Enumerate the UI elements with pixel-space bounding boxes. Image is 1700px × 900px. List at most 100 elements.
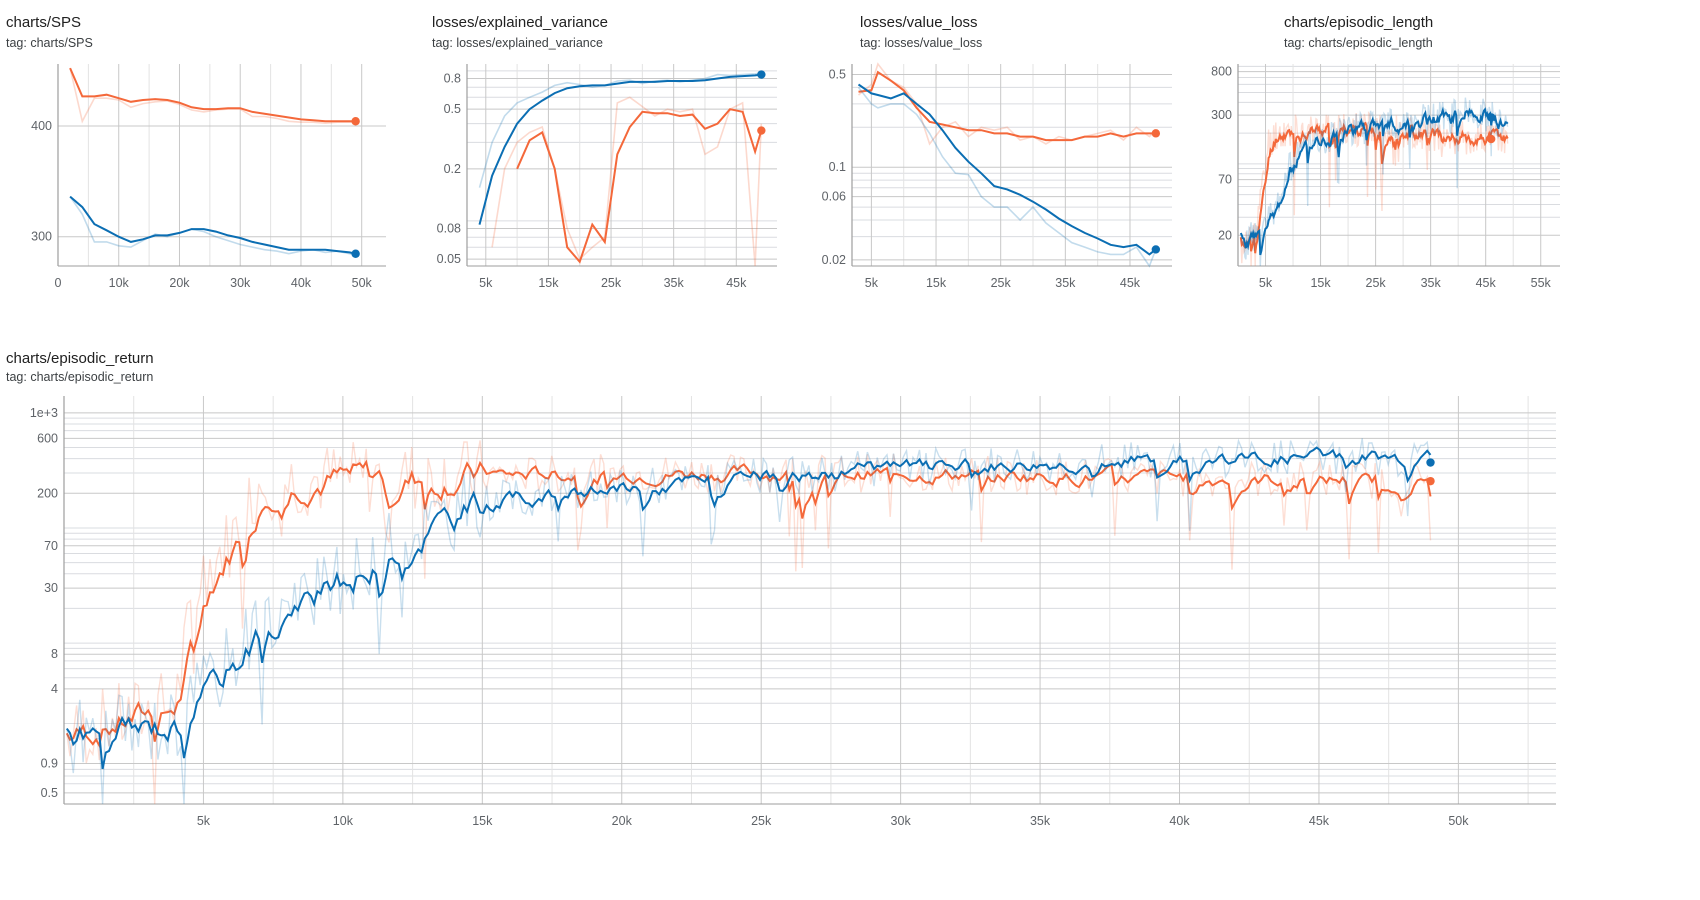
chart-title: charts/episodic_length [1284, 14, 1434, 31]
series-line [1239, 121, 1509, 254]
x-tick-label: 45k [1309, 814, 1330, 828]
chart-title: charts/SPS [6, 14, 82, 31]
chart-tag: tag: charts/SPS [6, 36, 93, 50]
series-line [478, 73, 762, 225]
y-tick-label: 0.9 [41, 756, 58, 770]
y-tick-label: 0.08 [437, 222, 461, 236]
chart-title: charts/episodic_return [6, 350, 154, 367]
y-tick-label: 0.1 [829, 160, 846, 174]
x-tick-label: 15k [472, 814, 493, 828]
y-tick-label: 70 [1218, 173, 1232, 187]
y-tick-label: 0.05 [437, 252, 461, 266]
chart-card-value-loss: losses/value_loss tag: losses/value_loss… [822, 12, 1280, 302]
series-end-point [1486, 113, 1496, 122]
y-tick-label: 0.8 [444, 72, 461, 86]
chart-tag: tag: charts/episodic_return [6, 370, 154, 384]
x-tick-label: 50k [1448, 814, 1469, 828]
series-line-raw [857, 86, 1157, 268]
x-tick-label: 50k [352, 276, 373, 290]
series-end-point [1151, 245, 1161, 254]
x-tick-label: 25k [601, 276, 622, 290]
x-tick-label: 45k [1476, 276, 1497, 290]
series-end-point [757, 126, 766, 135]
series-line-raw [857, 62, 1157, 146]
x-tick-label: 15k [538, 276, 559, 290]
y-tick-label: 4 [51, 682, 58, 696]
y-tick-label: 30 [44, 581, 58, 595]
x-tick-label: 45k [1120, 276, 1141, 290]
chart-card-episodic-length: charts/episodic_length tag: charts/episo… [1211, 12, 1694, 302]
chart-tag: tag: charts/episodic_length [1284, 36, 1433, 50]
y-tick-label: 300 [31, 230, 52, 244]
x-tick-label: 35k [1421, 276, 1442, 290]
series-line [65, 446, 1432, 770]
series-end-point [1486, 134, 1496, 144]
x-tick-label: 35k [1055, 276, 1076, 290]
x-tick-label: 15k [1310, 276, 1331, 290]
x-tick-label: 35k [664, 276, 685, 290]
chart-sps[interactable]: 300 400 0 10k 20k 30k 40k 50k [6, 60, 396, 310]
y-tick-label: 0.02 [822, 253, 846, 267]
chart-card-explained-variance: losses/explained_variance tag: losses/ex… [432, 12, 852, 302]
x-tick-label: 45k [726, 276, 747, 290]
chart-card-sps: charts/SPS tag: charts/SPS 300 400 0 10k 20k… [6, 12, 396, 302]
y-tick-label: 200 [37, 486, 58, 500]
x-tick-label: 25k [1366, 276, 1387, 290]
series-line-raw [66, 440, 1432, 805]
x-tick-label: 5k [865, 276, 879, 290]
chart-tag: tag: losses/explained_variance [432, 36, 603, 50]
chart-card-episodic-return: charts/episodic_return tag: charts/episo… [6, 350, 1696, 898]
series-line [858, 70, 1156, 142]
chart-episodic-return[interactable]: 0.5 0.9 4 8 30 70 200 600 1e+3 5k 10k 15k 20k 25k 30k 3… [6, 392, 1696, 897]
chart-explained-variance[interactable]: 0.05 0.08 0.2 0.5 0.8 5k 15k 25k 35k 45k [432, 60, 852, 310]
x-tick-label: 55k [1531, 276, 1552, 290]
y-tick-label: 300 [1211, 108, 1232, 122]
series-line-raw [69, 196, 356, 256]
series-end-point [1426, 458, 1435, 467]
x-tick-label: 10k [109, 276, 130, 290]
y-tick-label: 0.5 [41, 786, 58, 800]
series-end-point [757, 70, 766, 79]
chart-title: losses/value_loss [860, 14, 978, 31]
chart-title: losses/explained_variance [432, 14, 608, 31]
x-tick-label: 35k [1030, 814, 1051, 828]
x-tick-label: 20k [612, 814, 633, 828]
x-tick-label: 5k [479, 276, 493, 290]
y-tick-label: 0.06 [822, 190, 846, 204]
series-end-point [351, 117, 360, 126]
series-line [857, 83, 1157, 256]
series-line [516, 108, 763, 264]
series-line-raw [491, 96, 763, 267]
series-line [69, 195, 356, 255]
series-line [65, 459, 1432, 749]
x-tick-label: 5k [1259, 276, 1273, 290]
series-line [1239, 106, 1509, 256]
x-tick-label: 25k [751, 814, 772, 828]
y-tick-label: 400 [31, 119, 52, 133]
x-tick-label: 25k [991, 276, 1012, 290]
x-tick-label: 30k [891, 814, 912, 828]
series-end-point [1151, 129, 1161, 138]
y-tick-label: 8 [51, 647, 58, 661]
series-line-raw [66, 438, 1432, 805]
y-tick-label: 800 [1211, 65, 1232, 79]
series-line [69, 67, 356, 123]
y-tick-label: 0.5 [829, 68, 846, 82]
y-tick-label: 0.5 [444, 102, 461, 116]
series-end-point [351, 249, 360, 258]
x-tick-label: 15k [926, 276, 947, 290]
x-tick-label: 0 [55, 276, 62, 290]
y-tick-label: 600 [37, 431, 58, 445]
x-tick-label: 20k [169, 276, 190, 290]
y-tick-label: 0.2 [444, 162, 461, 176]
x-tick-label: 10k [333, 814, 354, 828]
y-tick-label: 20 [1218, 228, 1232, 242]
chart-tag: tag: losses/value_loss [860, 36, 983, 50]
y-tick-label: 1e+3 [30, 406, 58, 420]
series-line-raw [478, 72, 762, 188]
series-end-point [1426, 476, 1435, 486]
x-tick-label: 5k [197, 814, 211, 828]
chart-value-loss[interactable]: 0.02 0.06 0.1 0.5 5k 15k 25k 35k 45k [822, 60, 1280, 310]
chart-episodic-length[interactable]: 20 70 300 800 5k 15k 25k 35k 45k 55k [1211, 60, 1694, 310]
x-tick-label: 30k [230, 276, 251, 290]
